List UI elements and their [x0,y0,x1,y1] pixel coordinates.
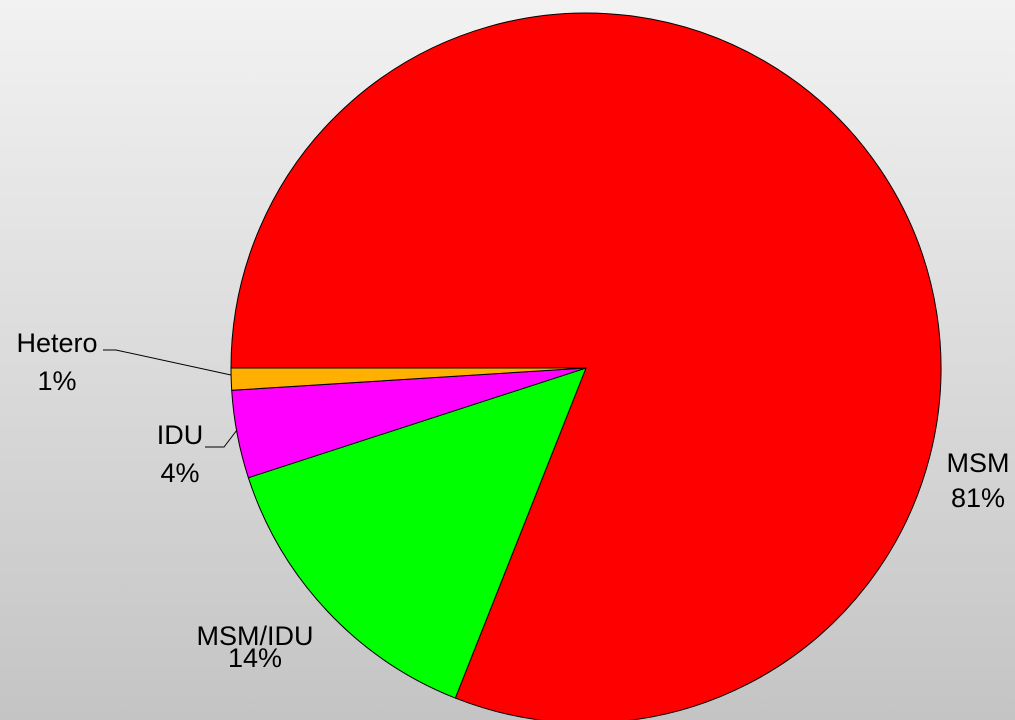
slice-value-label: 14% [228,643,282,673]
slice-label: Hetero [16,328,97,358]
pie [230,12,942,720]
slice [230,12,942,720]
leader-line [205,429,238,448]
slice [230,367,587,391]
slice-label: IDU [157,420,204,450]
slice-label: MSM [947,448,1010,478]
slice-label: MSM/IDU [197,621,314,651]
slice-value-label: 81% [951,483,1005,513]
leader-line [103,349,232,376]
slice-value-label: 4% [160,458,199,488]
slice-value-label: 1% [37,366,76,396]
